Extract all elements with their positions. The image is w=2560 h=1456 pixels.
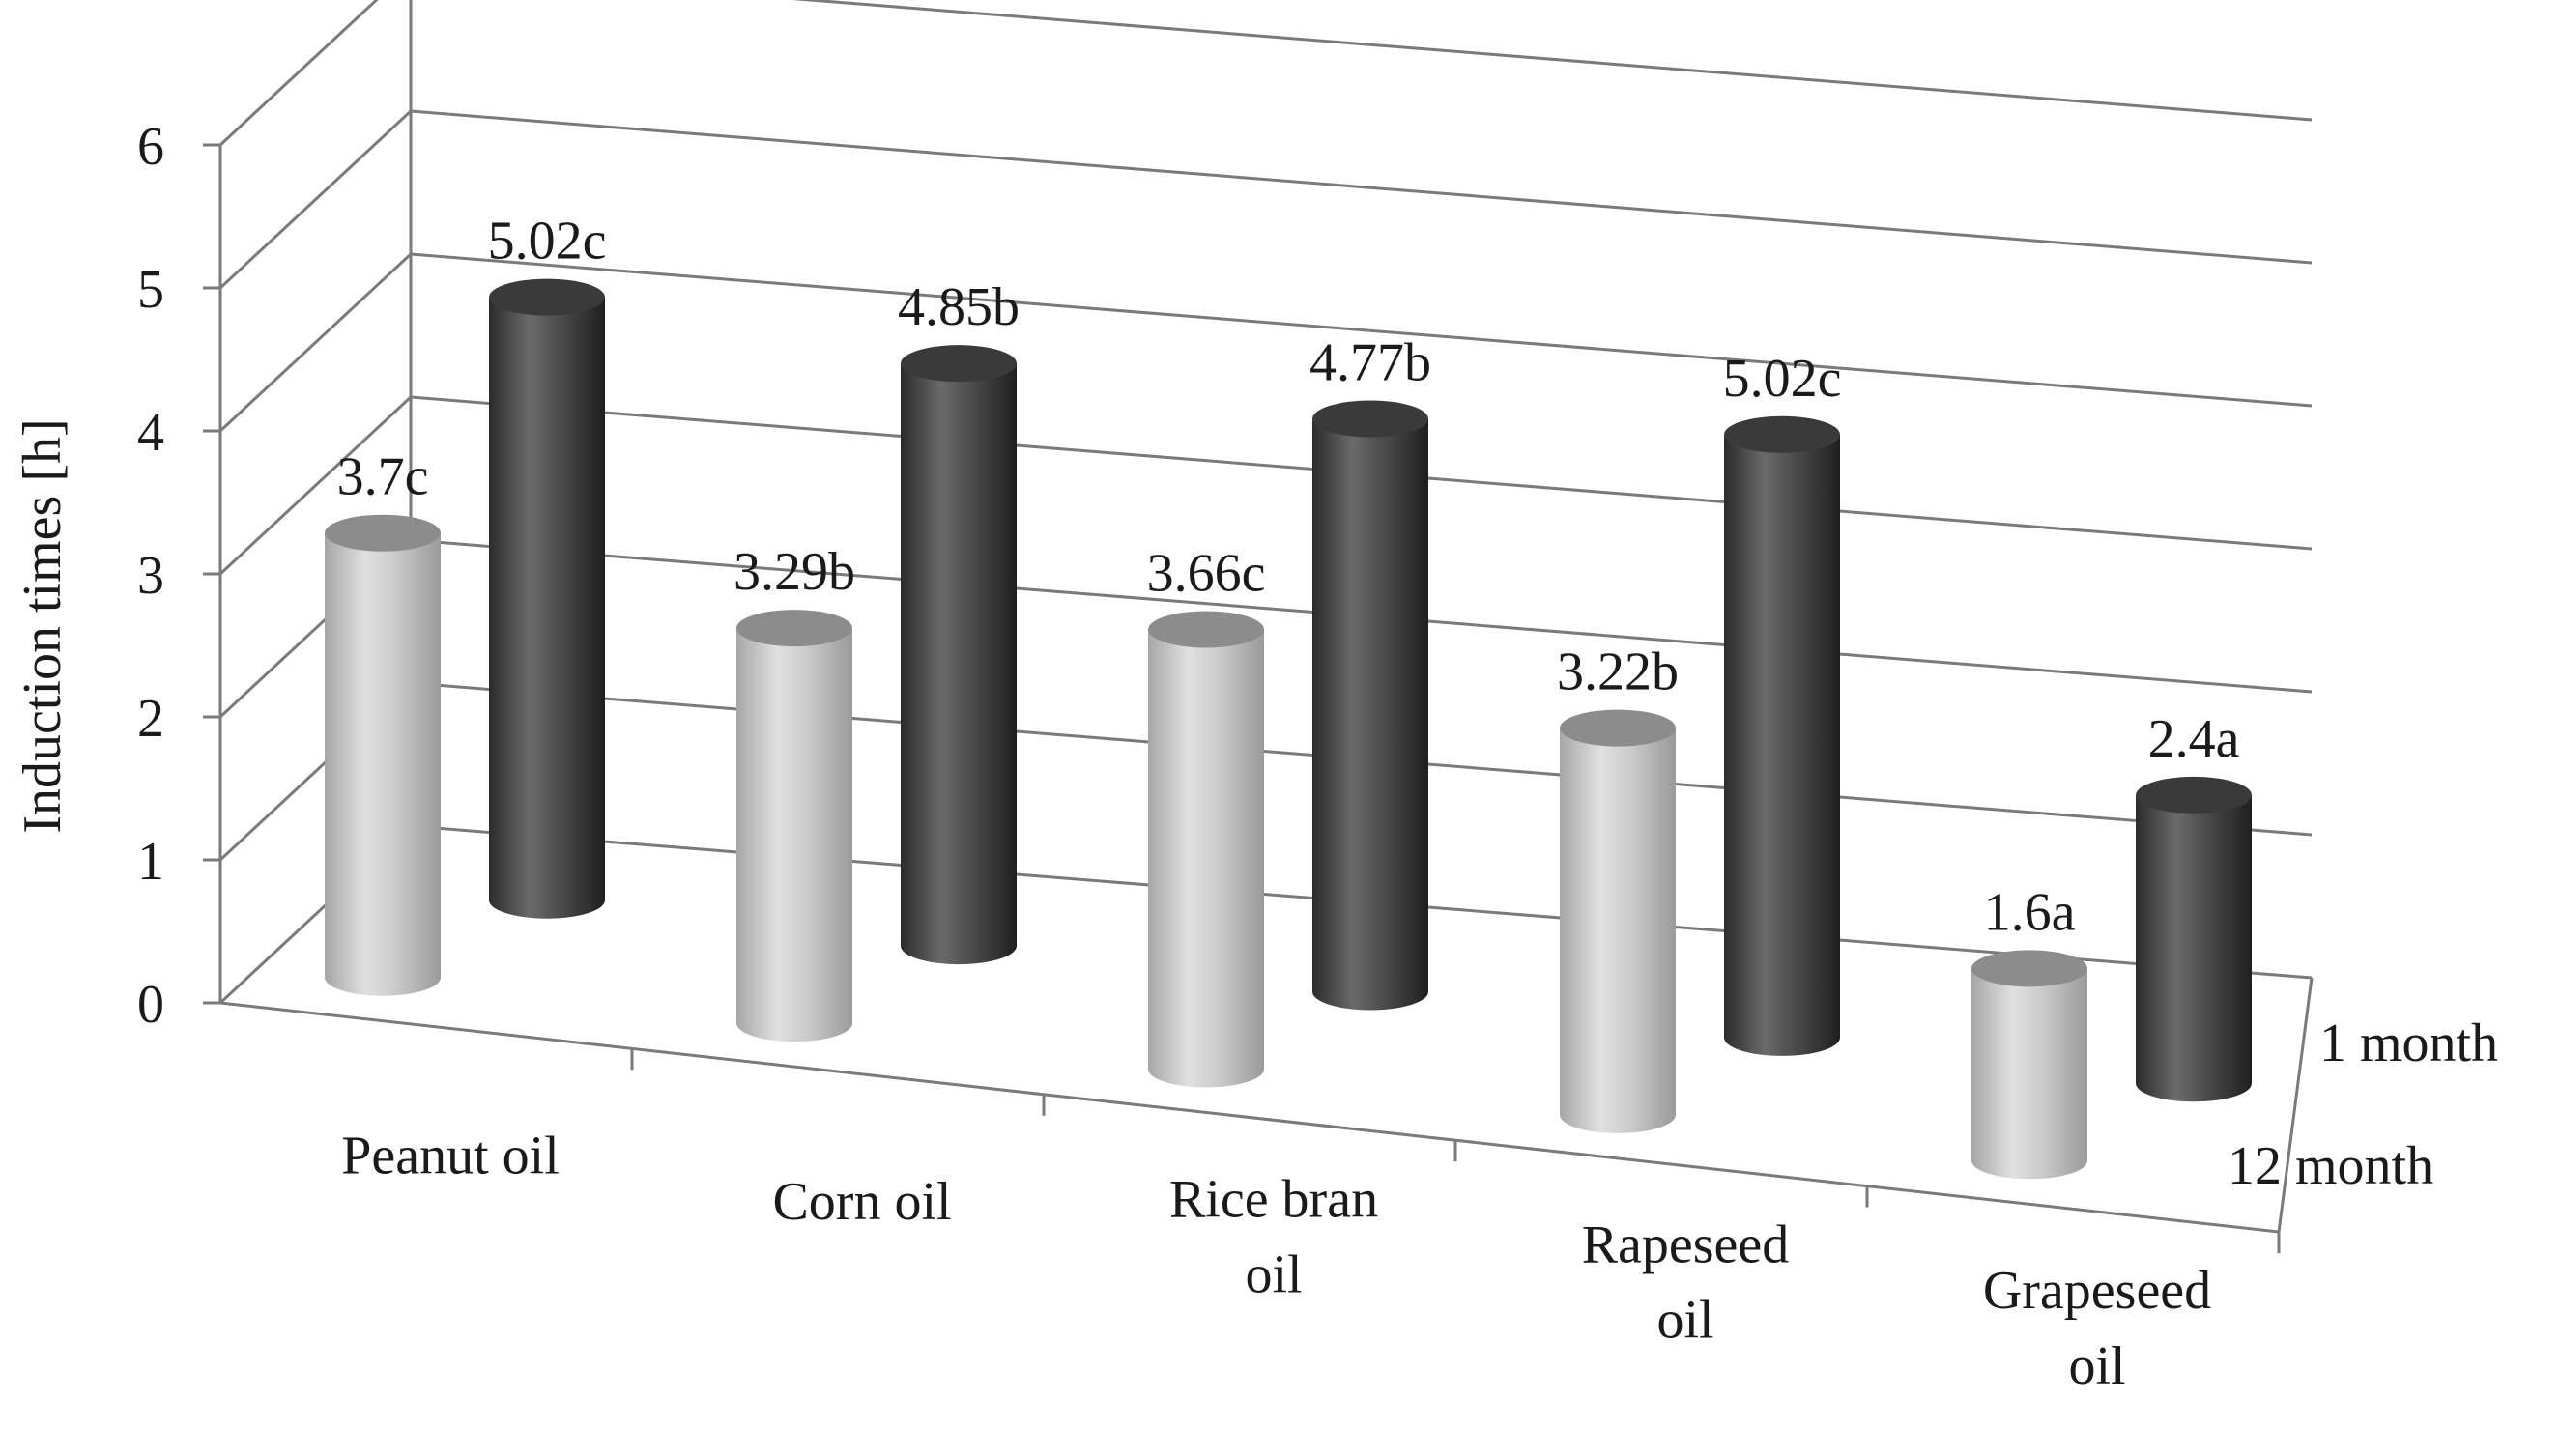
gridline-back <box>410 252 2313 408</box>
x-axis-line <box>219 1001 2280 1234</box>
gridline-side <box>218 395 413 576</box>
x-tick-label: Rice bran oil <box>1169 1169 1378 1304</box>
data-labels: 5.02c 4.85b 4.77b 5.02c 2.4a 3.7c 3.29b 3.66c 3.… <box>337 212 2240 943</box>
gridline-side <box>218 109 413 290</box>
bar-1-month <box>901 345 1017 965</box>
depth-axis-line <box>2277 977 2314 1233</box>
bar-12-month <box>1560 709 1676 1133</box>
gridline-back <box>410 109 2313 265</box>
data-label: 5.02c <box>1723 349 1842 409</box>
series-12-month <box>325 514 2087 1180</box>
data-label: 3.22b <box>1557 642 1679 702</box>
bar-12-month <box>325 514 442 996</box>
bar-1-month <box>489 278 605 919</box>
bar-12-month <box>1971 950 2087 1180</box>
bar-12-month <box>1148 611 1264 1088</box>
data-label: 3.29b <box>733 542 855 602</box>
bar-1-month <box>1312 400 1428 1011</box>
gridline-side <box>218 252 413 433</box>
y-tick-label: 0 <box>137 975 164 1035</box>
data-label: 3.7c <box>337 447 429 507</box>
y-tick-label: 5 <box>137 260 164 320</box>
bar-12-month <box>736 610 852 1042</box>
y-tick-label: 2 <box>137 689 164 749</box>
bar-1-month <box>1724 415 1840 1056</box>
y-tick-label: 4 <box>137 403 164 463</box>
y-axis-label: Induction times [h] <box>13 418 72 833</box>
data-label: 5.02c <box>488 212 607 271</box>
x-tick-label: Peanut oil <box>341 1126 560 1185</box>
gridline-side <box>218 0 379 147</box>
bar-1-month <box>2136 776 2252 1102</box>
axes: 0 1 2 3 4 5 6 Peanut oil Corn oil Rice bran oil Rap… <box>137 0 2498 1396</box>
data-label: 2.4a <box>2148 709 2240 769</box>
depth-axis-label: 12 month <box>2228 1136 2433 1196</box>
x-tick-label: Corn oil <box>772 1172 951 1232</box>
x-tick-label: Rapeseed oil <box>1582 1215 1790 1351</box>
data-label: 3.66c <box>1147 543 1266 603</box>
depth-axis-label: 1 month <box>2319 1013 2498 1073</box>
data-label: 4.85b <box>898 277 1020 337</box>
y-tick-label: 1 <box>137 832 164 892</box>
y-tick-label: 6 <box>137 117 164 177</box>
series-1-month <box>489 278 2252 1102</box>
gridline-back <box>791 0 2313 122</box>
data-label: 1.6a <box>1984 882 2076 942</box>
y-tick-label: 3 <box>137 546 164 606</box>
data-label: 4.77b <box>1309 332 1431 392</box>
x-tick-label: Grapeseed oil <box>1983 1261 2211 1396</box>
